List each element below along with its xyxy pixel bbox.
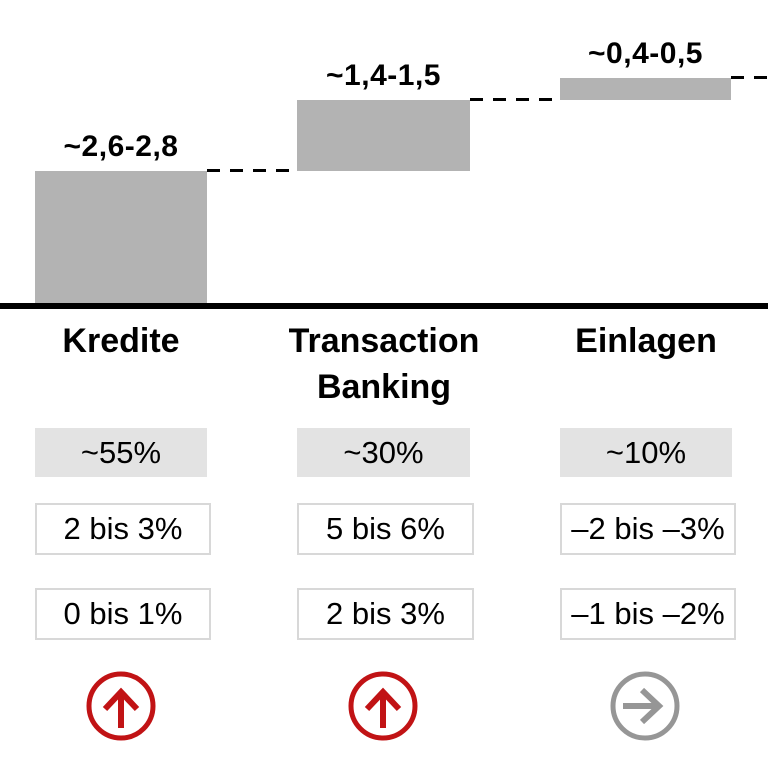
connector-dashed-line [470, 98, 560, 102]
share-box-kredite: ~55% [35, 428, 207, 477]
range-box-einlagen-2: –1 bis –2% [560, 588, 736, 640]
right-arrow-icon [607, 668, 683, 744]
bar-value-label: ~1,4-1,5 [326, 58, 441, 92]
connector-dashed-line [731, 76, 768, 80]
range-box-transaction-banking-1: 5 bis 6% [297, 503, 474, 555]
bar-value-label: ~0,4-0,5 [588, 36, 703, 70]
range-box-kredite-1: 2 bis 3% [35, 503, 211, 555]
column-header-kredite: Kredite [62, 322, 180, 360]
up-arrow-icon [83, 668, 159, 744]
column-header-transaction-banking: Transaction Banking [288, 322, 480, 406]
up-arrow-icon [345, 668, 421, 744]
bar-value-label: ~2,6-2,8 [63, 129, 179, 163]
bar-einlagen: ~0,4-0,5 [560, 37, 731, 100]
column-header-einlagen: Einlagen [575, 322, 717, 360]
range-box-einlagen-1: –2 bis –3% [560, 503, 736, 555]
range-box-kredite-2: 0 bis 1% [35, 588, 211, 640]
range-box-transaction-banking-2: 2 bis 3% [297, 588, 474, 640]
bar-kredite: ~2,6-2,8 [35, 130, 207, 303]
share-box-einlagen: ~10% [560, 428, 732, 477]
x-axis-line [0, 303, 768, 309]
connector-dashed-line [207, 169, 297, 173]
share-box-transaction-banking: ~30% [297, 428, 470, 477]
bar-transaction-banking: ~1,4-1,5 [297, 59, 470, 171]
